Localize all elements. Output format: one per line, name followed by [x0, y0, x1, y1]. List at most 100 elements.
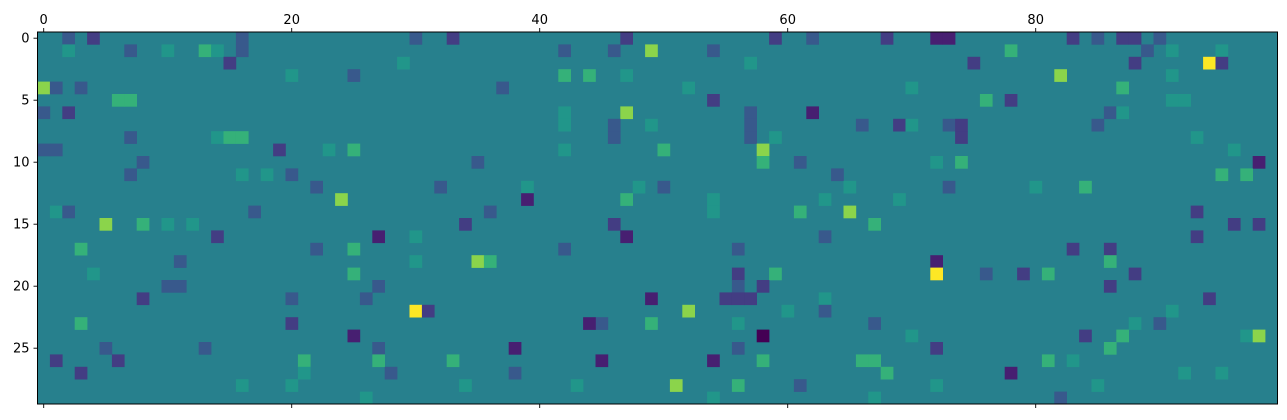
heatmap-cell: [744, 56, 757, 70]
heatmap-cell: [1079, 329, 1092, 343]
heatmap-cell: [1116, 329, 1129, 343]
heatmap-cells: [37, 32, 1278, 405]
heatmap-cell: [930, 342, 943, 355]
heatmap-cell: [645, 292, 658, 306]
heatmap-cell: [1165, 94, 1179, 107]
heatmap-cell: [818, 230, 832, 244]
heatmap-cell: [818, 193, 832, 206]
heatmap-cell: [930, 32, 943, 45]
heatmap-cell: [235, 44, 249, 58]
heatmap-cell: [49, 143, 63, 157]
heatmap-cell: [173, 280, 187, 293]
heatmap-cell: [905, 81, 919, 95]
heatmap-cell: [111, 94, 125, 107]
heatmap-cell: [483, 255, 497, 268]
y-tick-label: 5: [21, 94, 29, 109]
heatmap-cell: [955, 118, 968, 132]
heatmap-cell: [731, 267, 745, 281]
heatmap-cell: [1128, 267, 1142, 281]
heatmap-cell: [967, 56, 981, 70]
heatmap-cell: [1190, 230, 1204, 244]
heatmap-cell: [124, 44, 137, 58]
heatmap-cell: [198, 342, 212, 355]
heatmap-cell: [1116, 81, 1129, 95]
heatmap-cell: [372, 230, 385, 244]
heatmap-cell: [1252, 329, 1266, 343]
heatmap-cell: [235, 32, 249, 45]
heatmap-cell: [744, 292, 757, 306]
heatmap-cell: [744, 118, 757, 132]
heatmap-cell: [806, 32, 819, 45]
heatmap-cell: [707, 193, 720, 206]
heatmap-cell: [1215, 56, 1229, 70]
heatmap-cell: [62, 205, 75, 219]
heatmap-cell: [558, 106, 571, 120]
heatmap-cell: [1116, 32, 1129, 45]
heatmap-cell: [124, 94, 137, 107]
heatmap-cell: [1165, 44, 1179, 58]
heatmap-cell: [818, 292, 832, 306]
heatmap-cell: [198, 44, 212, 58]
heatmap-cell: [1252, 218, 1266, 231]
heatmap-cell: [893, 118, 906, 132]
heatmap-cell: [434, 180, 447, 194]
heatmap-cell: [235, 379, 249, 392]
heatmap-cell: [508, 366, 522, 380]
heatmap-cell: [409, 32, 423, 45]
heatmap-cell: [620, 32, 633, 45]
heatmap-cell: [235, 168, 249, 182]
heatmap-cell: [471, 255, 485, 268]
heatmap-cell: [310, 242, 323, 256]
x-axis-bottom: [43, 404, 1037, 408]
heatmap-cell: [620, 69, 633, 82]
heatmap-cell: [74, 317, 88, 330]
heatmap-cell: [868, 317, 881, 330]
heatmap-cell: [645, 317, 658, 330]
heatmap-cell: [285, 317, 299, 330]
heatmap-cell: [521, 180, 534, 194]
heatmap-cell: [285, 69, 299, 82]
heatmap-cell: [632, 180, 646, 194]
heatmap-cell: [756, 143, 770, 157]
heatmap-cell: [942, 118, 956, 132]
heatmap-cell: [1128, 32, 1142, 45]
heatmap-cell: [508, 342, 522, 355]
heatmap-cell: [620, 230, 633, 244]
heatmap-cell: [868, 354, 881, 368]
heatmap-cell: [459, 379, 472, 392]
heatmap-cell: [99, 218, 113, 231]
heatmap-cell: [235, 131, 249, 144]
heatmap-cell: [49, 354, 63, 368]
heatmap-cell: [669, 379, 683, 392]
heatmap-cell: [211, 230, 224, 244]
heatmap-cell: [620, 106, 633, 120]
heatmap-cell: [285, 379, 299, 392]
heatmap-cell: [359, 292, 373, 306]
heatmap-cell: [793, 379, 807, 392]
heatmap-cell: [607, 131, 621, 144]
heatmap-cell: [769, 131, 782, 144]
heatmap-cell: [49, 81, 63, 95]
heatmap-cell: [756, 329, 770, 343]
heatmap-cell: [421, 304, 435, 318]
heatmap-cell: [297, 366, 311, 380]
heatmap-cell: [905, 329, 919, 343]
heatmap-cell: [1178, 366, 1191, 380]
heatmap-cell: [781, 304, 795, 318]
heatmap-cell: [347, 242, 361, 256]
heatmap-cell: [87, 267, 100, 281]
heatmap-cell: [273, 143, 286, 157]
heatmap-cell: [558, 143, 571, 157]
heatmap-cell: [37, 143, 51, 157]
heatmap-cell: [397, 56, 410, 70]
heatmap-cell: [471, 156, 485, 169]
x-axis-top: 0 20 40 60 80: [40, 13, 1044, 32]
heatmap-cell: [1215, 44, 1229, 58]
heatmap-cell: [310, 180, 323, 194]
heatmap-cell: [1240, 168, 1253, 182]
heatmap-cell: [607, 218, 621, 231]
heatmap-cell: [161, 280, 175, 293]
heatmap-cell: [74, 81, 88, 95]
heatmap-cell: [607, 118, 621, 132]
